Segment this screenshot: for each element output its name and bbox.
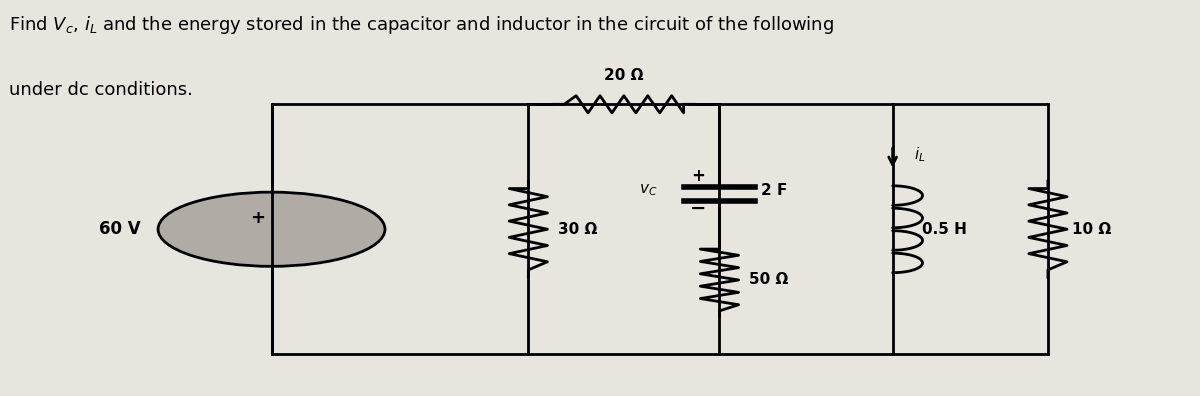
Text: 30 Ω: 30 Ω: [558, 222, 598, 237]
Text: −: −: [690, 199, 706, 218]
Text: 10 Ω: 10 Ω: [1072, 222, 1111, 237]
Text: 0.5 H: 0.5 H: [923, 222, 967, 237]
Text: 2 F: 2 F: [761, 183, 787, 198]
Text: +: +: [691, 167, 704, 185]
Text: 20 Ω: 20 Ω: [604, 68, 643, 83]
Text: Find $V_c$, $i_L$ and the energy stored in the capacitor and inductor in the cir: Find $V_c$, $i_L$ and the energy stored …: [8, 15, 834, 36]
Text: +: +: [250, 209, 265, 227]
Text: $i_L$: $i_L$: [914, 145, 925, 164]
Text: 60 V: 60 V: [98, 220, 140, 238]
Text: $v_C$: $v_C$: [638, 182, 658, 198]
Circle shape: [158, 192, 385, 267]
Text: under dc conditions.: under dc conditions.: [8, 81, 193, 99]
Text: 50 Ω: 50 Ω: [749, 272, 788, 287]
